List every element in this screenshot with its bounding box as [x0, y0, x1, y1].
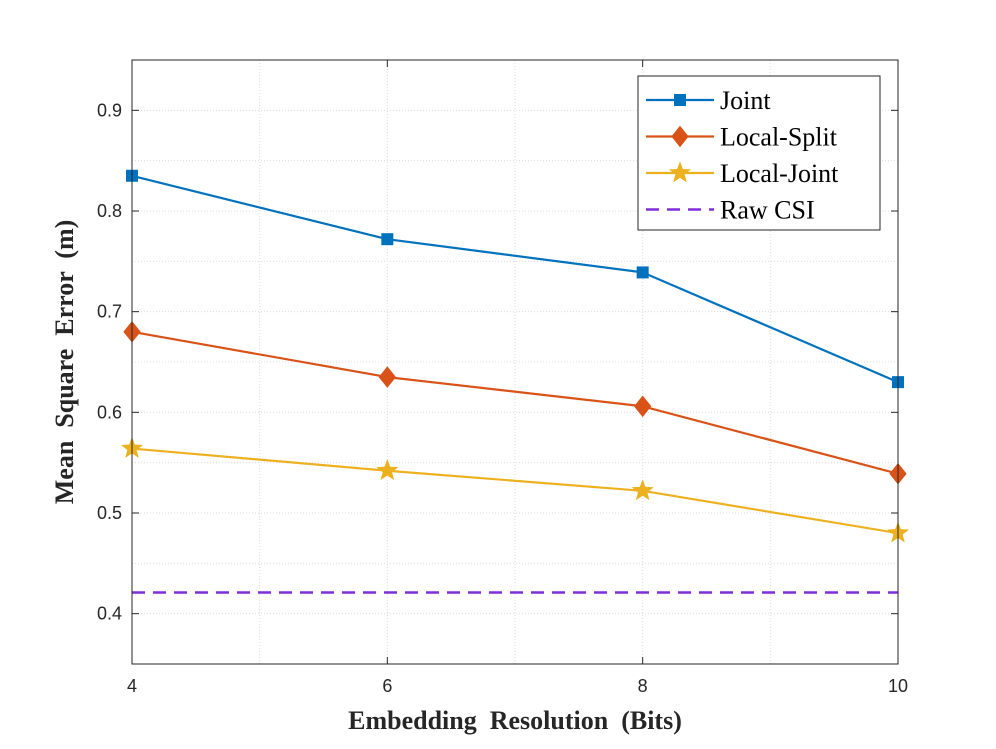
y-tick-label: 0.9 [97, 100, 122, 120]
data-point [376, 459, 399, 481]
x-tick-label: 10 [888, 676, 908, 696]
y-tick-label: 0.8 [97, 201, 122, 221]
y-tick-label: 0.4 [97, 604, 122, 624]
legend: Joint Local-Split Local-Joint Raw CSI [637, 75, 881, 231]
legend-marker [671, 125, 689, 148]
x-axis-title: Embedding Resolution (Bits) [348, 706, 682, 735]
plot-frame [131, 59, 899, 665]
data-point [631, 479, 654, 501]
data-point [636, 266, 649, 279]
tick-layer: 4 6 8 10 0.4 0.5 0.6 0.7 0.8 0.9 [97, 60, 908, 696]
x-tick-label: 8 [638, 676, 648, 696]
y-axis-title: Mean Square Error (m) [50, 220, 79, 505]
legend-label: Joint [720, 86, 771, 115]
legend-label: Local-Joint [720, 159, 839, 188]
series-line [131, 174, 899, 384]
x-tick-label: 4 [127, 676, 137, 696]
y-tick-label: 0.5 [97, 503, 122, 523]
data-point [378, 366, 396, 388]
legend-label: Local-Split [720, 123, 838, 152]
x-tick-label: 6 [382, 676, 392, 696]
data-point [634, 395, 652, 418]
y-tick-label: 0.6 [97, 402, 122, 422]
legend-label: Raw CSI [720, 196, 815, 225]
data-point [381, 233, 394, 246]
legend-marker [674, 94, 686, 106]
series-line [131, 330, 899, 475]
series-local-split [123, 320, 907, 485]
series-line [131, 447, 899, 535]
y-tick-label: 0.7 [97, 302, 122, 322]
legend-marker [668, 161, 692, 183]
